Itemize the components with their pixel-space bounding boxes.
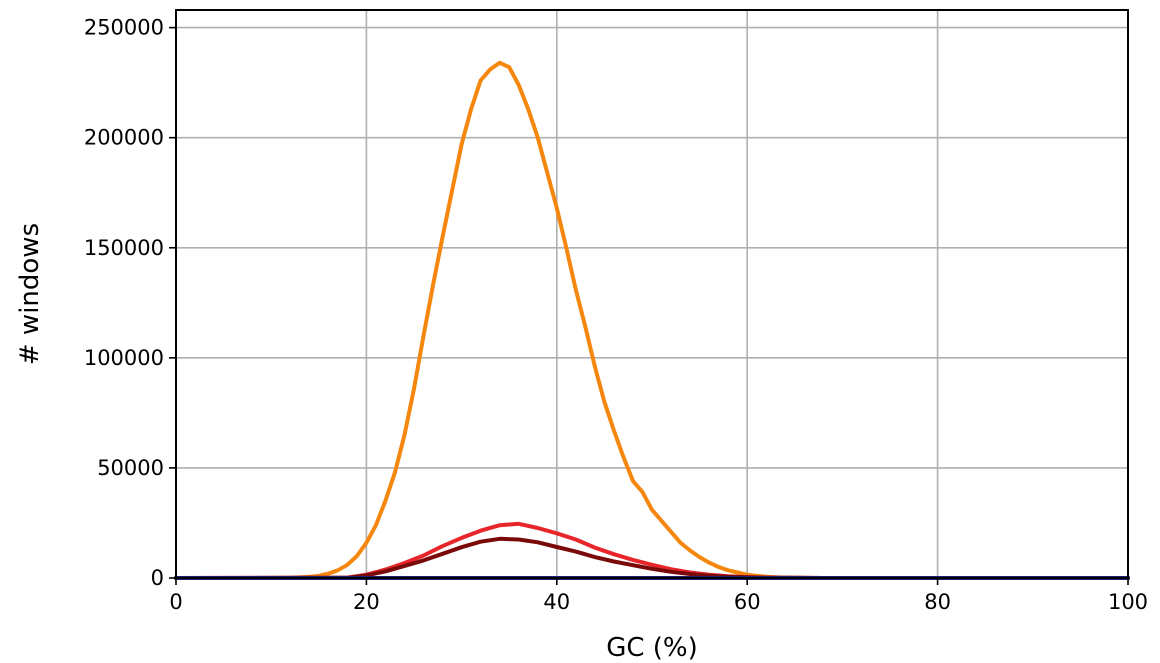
x-tick-label: 40 xyxy=(543,590,570,614)
x-tick-label: 80 xyxy=(924,590,951,614)
x-axis-label: GC (%) xyxy=(606,633,698,663)
y-tick-label: 200000 xyxy=(84,126,164,150)
x-tick-label: 100 xyxy=(1108,590,1148,614)
series-lines xyxy=(174,60,1130,580)
series-line-3 xyxy=(174,536,1130,580)
x-tick-label: 20 xyxy=(353,590,380,614)
y-axis-ticks: 0 50000 100000 150000 200000 250000 xyxy=(84,16,176,590)
x-axis-ticks: 0 20 40 60 80 100 xyxy=(169,578,1148,614)
y-tick-label: 150000 xyxy=(84,236,164,260)
grid-lines xyxy=(175,10,1129,579)
y-axis-label: # windows xyxy=(15,223,45,365)
y-tick-label: 250000 xyxy=(84,16,164,40)
plot-frame xyxy=(175,9,1129,579)
x-tick-label: 0 xyxy=(169,590,182,614)
y-tick-label: 0 xyxy=(151,566,164,590)
y-tick-label: 100000 xyxy=(84,346,164,370)
series-line-1 xyxy=(174,60,1130,580)
y-tick-label: 50000 xyxy=(97,456,164,480)
x-tick-label: 60 xyxy=(734,590,761,614)
